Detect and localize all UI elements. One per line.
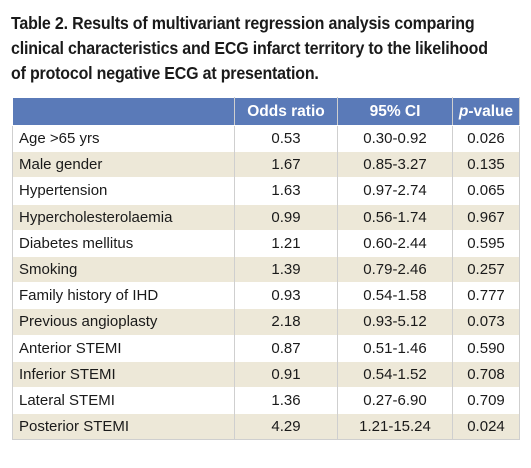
cell-odds-ratio: 1.63 xyxy=(234,177,338,205)
table-caption: Table 2. Results of multivariant regress… xyxy=(11,11,488,86)
cell-odds-ratio: 1.67 xyxy=(234,151,338,178)
cell-ci: 0.60-2.44 xyxy=(337,229,453,257)
cell-odds-ratio: 0.53 xyxy=(234,124,338,152)
cell-variable: Posterior STEMI xyxy=(12,413,235,441)
cell-ci: 0.30-0.92 xyxy=(337,124,453,152)
header-variable xyxy=(12,97,235,126)
cell-odds-ratio: 1.36 xyxy=(234,386,338,414)
cell-p-value: 0.257 xyxy=(452,255,520,283)
cell-variable: Family history of IHD xyxy=(12,282,235,309)
table-row: Family history of IHD 0.93 0.54-1.58 0.777 xyxy=(12,282,520,309)
caption-line-3: of protocol negative ECG at presentation… xyxy=(11,63,319,83)
cell-ci: 0.54-1.52 xyxy=(337,360,453,388)
table-row: Lateral STEMI 1.36 0.27-6.90 0.709 xyxy=(12,386,520,414)
cell-p-value: 0.777 xyxy=(452,282,520,309)
cell-ci: 1.21-15.24 xyxy=(337,413,453,441)
cell-p-value: 0.065 xyxy=(452,177,520,205)
cell-ci: 0.27-6.90 xyxy=(337,386,453,414)
cell-ci: 0.85-3.27 xyxy=(337,151,453,178)
cell-variable: Anterior STEMI xyxy=(12,334,235,362)
table-body: Age >65 yrs 0.53 0.30-0.92 0.026 Male gender… xyxy=(12,124,520,441)
caption-line-1: Table 2. Results of multivariant regress… xyxy=(11,13,475,33)
regression-table: Odds ratio 95% CI p-value Age >65 yrs 0.5… xyxy=(12,97,520,441)
table-row: Anterior STEMI 0.87 0.51-1.46 0.590 xyxy=(12,334,520,362)
header-p-italic: p xyxy=(458,102,469,120)
table-row: Smoking 1.39 0.79-2.46 0.257 xyxy=(12,255,520,283)
cell-variable: Smoking xyxy=(12,255,235,283)
cell-variable: Inferior STEMI xyxy=(12,360,235,388)
cell-p-value: 0.135 xyxy=(452,151,520,178)
cell-ci: 0.79-2.46 xyxy=(337,255,453,283)
header-p-suffix: -value xyxy=(468,102,514,120)
cell-variable: Hypertension xyxy=(12,177,235,205)
cell-variable: Previous angioplasty xyxy=(12,308,235,335)
cell-p-value: 0.073 xyxy=(452,308,520,335)
table-row: Posterior STEMI 4.29 1.21-15.24 0.024 xyxy=(12,413,520,441)
header-ci: 95% CI xyxy=(337,97,453,126)
cell-ci: 0.97-2.74 xyxy=(337,177,453,205)
cell-odds-ratio: 4.29 xyxy=(234,413,338,441)
cell-variable: Lateral STEMI xyxy=(12,386,235,414)
cell-ci: 0.56-1.74 xyxy=(337,203,453,231)
table-header-row: Odds ratio 95% CI p-value xyxy=(12,97,520,126)
cell-p-value: 0.595 xyxy=(452,229,520,257)
cell-variable: Age >65 yrs xyxy=(12,124,235,152)
cell-p-value: 0.590 xyxy=(452,334,520,362)
cell-ci: 0.51-1.46 xyxy=(337,334,453,362)
caption-line-2: clinical characteristics and ECG infarct… xyxy=(11,38,488,58)
header-p-value: p-value xyxy=(452,97,520,126)
cell-p-value: 0.708 xyxy=(452,360,520,388)
table-row: Inferior STEMI 0.91 0.54-1.52 0.708 xyxy=(12,360,520,388)
cell-p-value: 0.026 xyxy=(452,124,520,152)
cell-p-value: 0.709 xyxy=(452,386,520,414)
cell-p-value: 0.024 xyxy=(452,413,520,441)
cell-odds-ratio: 0.91 xyxy=(234,360,338,388)
table-row: Diabetes mellitus 1.21 0.60-2.44 0.595 xyxy=(12,229,520,257)
cell-ci: 0.93-5.12 xyxy=(337,308,453,335)
table-row: Previous angioplasty 2.18 0.93-5.12 0.073 xyxy=(12,308,520,335)
table-row: Age >65 yrs 0.53 0.30-0.92 0.026 xyxy=(12,124,520,152)
table-row: Hypercholesterolaemia 0.99 0.56-1.74 0.967 xyxy=(12,203,520,231)
cell-ci: 0.54-1.58 xyxy=(337,282,453,309)
header-odds-ratio: Odds ratio xyxy=(234,97,338,126)
cell-variable: Diabetes mellitus xyxy=(12,229,235,257)
cell-odds-ratio: 1.21 xyxy=(234,229,338,257)
cell-odds-ratio: 2.18 xyxy=(234,308,338,335)
table-row: Hypertension 1.63 0.97-2.74 0.065 xyxy=(12,177,520,205)
cell-p-value: 0.967 xyxy=(452,203,520,231)
cell-variable: Hypercholesterolaemia xyxy=(12,203,235,231)
cell-odds-ratio: 0.93 xyxy=(234,282,338,309)
cell-odds-ratio: 0.99 xyxy=(234,203,338,231)
cell-odds-ratio: 0.87 xyxy=(234,334,338,362)
table-row: Male gender 1.67 0.85-3.27 0.135 xyxy=(12,151,520,178)
cell-variable: Male gender xyxy=(12,151,235,178)
cell-odds-ratio: 1.39 xyxy=(234,255,338,283)
